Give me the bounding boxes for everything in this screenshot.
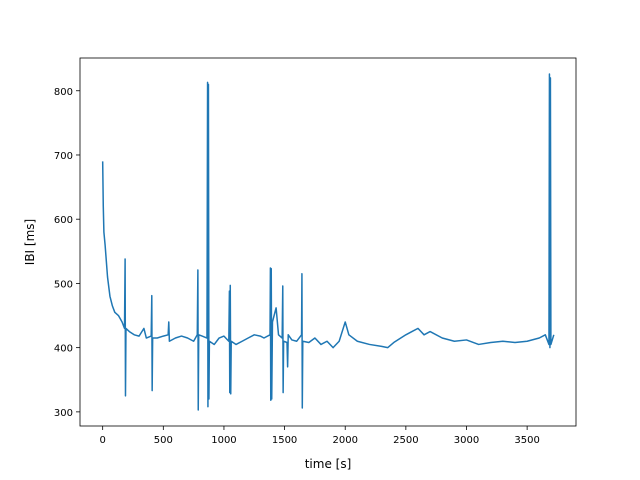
y-tick-label: 500 <box>54 279 73 290</box>
x-axis-label: time [s] <box>305 457 352 471</box>
y-axis-label: IBI [ms] <box>23 219 37 265</box>
x-tick-label: 1000 <box>211 435 236 446</box>
y-tick-label: 700 <box>54 151 73 162</box>
x-tick-label: 3500 <box>514 435 539 446</box>
y-tick-label: 800 <box>54 87 73 98</box>
x-tick-label: 1500 <box>272 435 297 446</box>
x-tick-label: 0 <box>99 435 105 446</box>
axes-frame <box>79 57 577 427</box>
x-tick-label: 2000 <box>332 435 357 446</box>
y-tick-label: 300 <box>54 408 73 419</box>
y-tick-label: 400 <box>54 344 73 355</box>
x-tick-label: 3000 <box>454 435 479 446</box>
x-tick-label: 2500 <box>393 435 418 446</box>
x-tick-label: 500 <box>154 435 173 446</box>
data-line <box>101 73 555 411</box>
y-tick-label: 600 <box>54 215 73 226</box>
